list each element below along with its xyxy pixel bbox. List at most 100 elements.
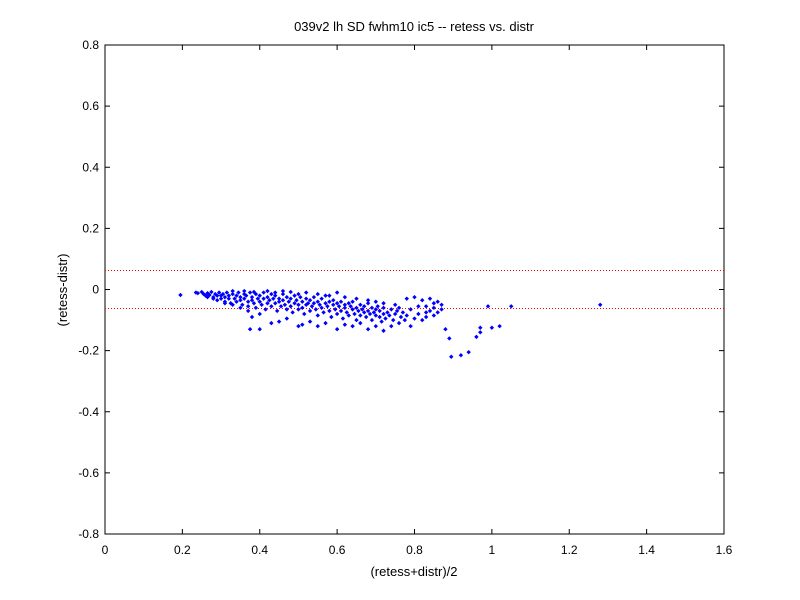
x-tick-label: 0.4	[251, 543, 268, 557]
data-point	[209, 289, 214, 295]
data-point	[435, 310, 440, 315]
data-point	[416, 311, 421, 317]
data-point	[253, 305, 259, 311]
data-point	[232, 296, 237, 301]
data-point	[340, 316, 346, 321]
data-point	[273, 301, 278, 306]
data-point	[222, 294, 228, 300]
data-point	[249, 294, 255, 300]
data-point	[325, 304, 330, 309]
data-point	[408, 307, 413, 312]
data-point	[205, 294, 210, 300]
y-tick-label: 0.4	[82, 160, 99, 174]
y-tick-label: -0.8	[78, 527, 99, 541]
data-point	[220, 291, 226, 297]
data-point	[423, 304, 429, 309]
data-point	[280, 297, 286, 303]
data-point	[478, 325, 483, 330]
data-point	[391, 317, 396, 323]
data-point	[238, 297, 243, 303]
data-point	[342, 322, 348, 327]
reference-lines	[105, 270, 724, 309]
data-point	[329, 314, 334, 320]
data-point	[369, 305, 375, 311]
data-point	[387, 313, 392, 318]
y-tick-label: -0.4	[78, 405, 99, 419]
data-point	[363, 314, 369, 320]
data-point	[423, 314, 429, 320]
data-point	[261, 296, 266, 301]
data-point	[350, 299, 355, 304]
data-point	[371, 310, 377, 315]
data-point	[423, 310, 429, 315]
data-point	[311, 301, 317, 306]
data-point	[331, 297, 336, 303]
data-point	[360, 307, 365, 312]
data-point	[334, 290, 340, 295]
data-point	[398, 314, 404, 320]
data-point	[439, 302, 444, 307]
data-point	[449, 354, 454, 359]
data-point	[251, 301, 257, 306]
data-point	[365, 308, 371, 314]
data-point	[216, 290, 222, 295]
data-point	[598, 302, 603, 307]
data-point	[416, 304, 421, 309]
data-point	[427, 296, 433, 301]
data-point	[251, 289, 257, 295]
data-point	[373, 313, 379, 318]
data-point	[280, 291, 286, 297]
x-tick-label: 1.6	[716, 543, 733, 557]
data-point	[315, 323, 320, 329]
data-point	[245, 308, 251, 314]
data-point	[276, 299, 282, 304]
data-point	[265, 288, 270, 294]
data-point	[234, 293, 239, 298]
data-point	[392, 302, 398, 307]
data-point	[367, 311, 373, 317]
data-point	[282, 302, 288, 307]
data-point	[327, 293, 332, 298]
data-point	[214, 293, 220, 298]
data-point	[307, 319, 313, 324]
data-point	[245, 299, 251, 304]
data-point	[284, 307, 290, 312]
data-point	[244, 293, 249, 298]
data-point	[362, 310, 367, 315]
data-point	[474, 334, 479, 340]
data-point	[381, 301, 386, 306]
data-point	[336, 304, 342, 309]
data-point	[346, 301, 351, 306]
data-point	[323, 293, 328, 298]
data-point	[276, 296, 282, 301]
data-point	[284, 316, 290, 321]
data-point	[321, 310, 326, 315]
data-point	[362, 304, 367, 309]
data-point	[292, 293, 297, 298]
data-point	[247, 327, 253, 332]
data-point	[240, 302, 245, 307]
data-point	[420, 297, 425, 303]
y-axis-ticks: -0.8 -0.6 -0.4 -0.2 0 0.2 0.4 0.6 0.8	[78, 38, 724, 541]
y-axis-label: (retess-distr)	[55, 254, 70, 327]
data-point	[257, 327, 262, 332]
data-point	[383, 316, 388, 321]
data-point	[298, 294, 303, 300]
data-point	[412, 316, 417, 321]
data-point	[338, 308, 344, 314]
data-point	[273, 290, 278, 295]
data-point	[230, 291, 235, 297]
data-point	[408, 323, 413, 329]
data-point	[311, 294, 317, 300]
data-point	[313, 307, 319, 312]
data-point	[249, 314, 255, 320]
x-tick-label: 0	[102, 543, 109, 557]
data-point	[377, 314, 382, 320]
data-point	[338, 299, 344, 304]
data-point	[443, 327, 448, 332]
data-point	[296, 302, 301, 307]
data-point	[288, 289, 293, 295]
data-point	[296, 307, 301, 312]
data-point	[396, 320, 402, 326]
data-point	[478, 330, 483, 335]
